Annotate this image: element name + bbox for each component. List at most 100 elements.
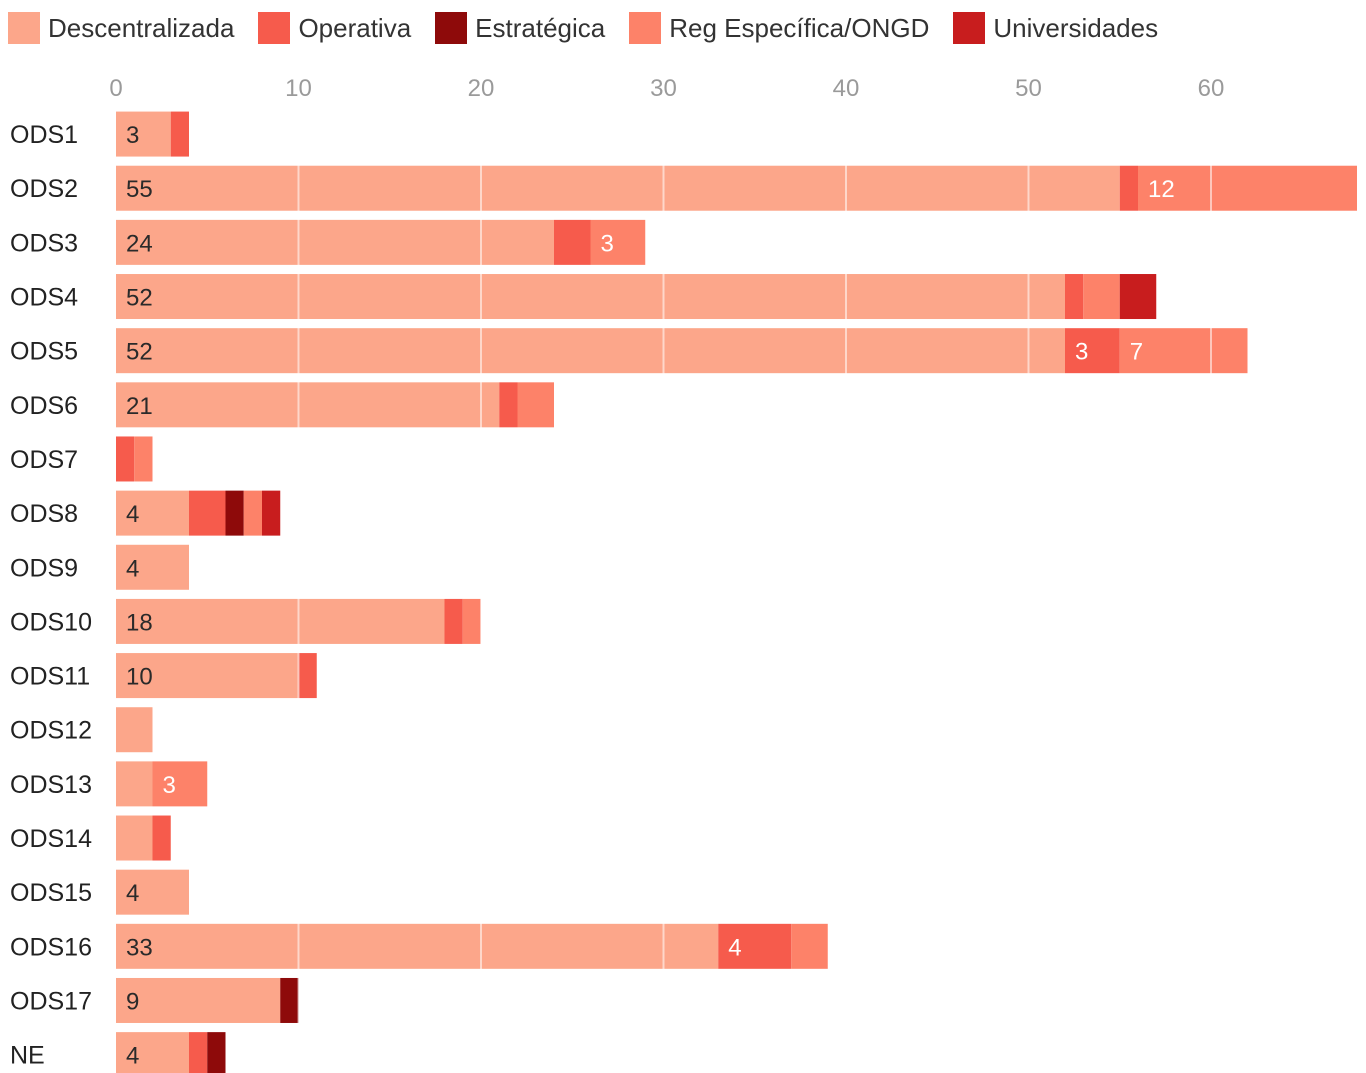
legend-label: Universidades	[993, 12, 1159, 43]
bar-segment	[134, 436, 153, 482]
data-label: 4	[126, 555, 139, 582]
legend-swatch	[258, 12, 291, 44]
legend-swatch	[629, 12, 662, 44]
category-label: ODS16	[10, 933, 92, 961]
data-label: 55	[126, 176, 153, 203]
bar-segment	[116, 436, 135, 482]
bar-segment	[1119, 274, 1157, 320]
bar-segment	[116, 490, 189, 536]
bar-segment	[444, 598, 463, 644]
legend-swatch	[8, 12, 40, 44]
bar-segment	[262, 490, 281, 536]
data-label: 33	[126, 934, 153, 961]
data-label: 3	[126, 122, 139, 149]
bar-segment	[499, 382, 518, 428]
bar-segment	[225, 490, 244, 536]
bar-segment	[116, 923, 719, 969]
bar-segment	[1119, 165, 1138, 211]
bar-segment	[554, 219, 591, 265]
category-label: ODS9	[10, 554, 78, 582]
chart-legend: Descentralizada Operativa Estratégica Reg E…	[8, 10, 1182, 46]
bar-segment	[1138, 165, 1357, 211]
bar-segment	[116, 977, 281, 1023]
data-label: 7	[1130, 339, 1143, 366]
bar-segment	[116, 707, 153, 753]
bar-segment	[116, 544, 189, 590]
bar-segment	[243, 490, 262, 536]
category-label: ODS1	[10, 121, 78, 149]
data-label: 21	[126, 393, 153, 420]
bar-segment	[116, 219, 554, 265]
bar-segment	[116, 111, 171, 157]
x-tick-label: 40	[833, 75, 860, 102]
legend-label: Reg Específica/ONGD	[669, 12, 930, 43]
category-label: ODS2	[10, 175, 78, 203]
bar-segment	[189, 490, 226, 536]
category-label: ODS5	[10, 338, 78, 366]
legend-label: Estratégica	[475, 12, 606, 43]
bar-segment	[1119, 328, 1248, 374]
x-tick-label: 10	[285, 75, 312, 102]
bar-segment	[1083, 274, 1120, 320]
data-label: 4	[126, 880, 139, 907]
bar-segment	[207, 1032, 226, 1073]
data-label: 4	[728, 934, 741, 961]
category-label: ODS6	[10, 392, 78, 420]
bar-segment	[152, 761, 208, 807]
legend-item: Reg Específica/ONGD	[629, 12, 929, 44]
bar-segment	[1065, 274, 1084, 320]
bar-segment	[116, 1032, 189, 1073]
bar-segment	[170, 111, 189, 157]
bars-group	[116, 111, 1357, 1073]
x-tick-label: 20	[468, 75, 495, 102]
bar-segment	[718, 923, 792, 969]
x-tick-label: 30	[650, 75, 677, 102]
legend-item: Estratégica	[435, 12, 605, 44]
x-tick-label: 50	[1015, 75, 1042, 102]
legend-swatch	[435, 12, 468, 44]
data-label: 10	[126, 664, 153, 691]
category-label: ODS7	[10, 446, 78, 474]
data-label: 4	[126, 501, 139, 528]
category-label: ODS17	[10, 987, 92, 1015]
bar-segment	[116, 815, 153, 861]
category-label: ODS8	[10, 500, 78, 528]
x-tick-label: 60	[1198, 75, 1225, 102]
bar-segment	[298, 653, 317, 699]
bar-segment	[116, 328, 1065, 374]
bar-segment	[280, 977, 299, 1023]
legend-item: Operativa	[258, 12, 411, 44]
category-label: ODS10	[10, 608, 92, 636]
bar-segment	[116, 382, 500, 428]
bar-segment	[189, 1032, 208, 1073]
category-label: ODS3	[10, 229, 78, 257]
bar-segment	[116, 653, 299, 699]
data-label: 3	[1075, 339, 1088, 366]
category-label: ODS11	[10, 663, 90, 691]
bar-segment	[116, 761, 153, 807]
bar-segment	[590, 219, 646, 265]
category-label: ODS15	[10, 879, 92, 907]
data-label: 12	[1148, 176, 1175, 203]
bar-segment	[116, 274, 1065, 320]
bar-segment	[116, 165, 1120, 211]
legend-label: Descentralizada	[48, 12, 235, 43]
bar-segment	[1065, 328, 1120, 374]
data-label: 52	[126, 339, 153, 366]
bar-segment	[152, 815, 171, 861]
bar-segment	[116, 869, 189, 915]
bar-segment	[116, 598, 445, 644]
legend-item: Universidades	[953, 12, 1158, 44]
category-label: ODS12	[10, 717, 92, 745]
legend-swatch	[953, 12, 986, 44]
category-label: ODS13	[10, 771, 92, 799]
bar-segment	[462, 598, 481, 644]
category-label: NE	[10, 1042, 45, 1070]
legend-label: Operativa	[298, 12, 412, 43]
legend-item: Descentralizada	[8, 12, 234, 44]
data-label: 3	[163, 772, 176, 799]
data-label: 4	[126, 1043, 139, 1070]
data-label: 9	[126, 988, 139, 1015]
data-label: 3	[601, 230, 614, 257]
